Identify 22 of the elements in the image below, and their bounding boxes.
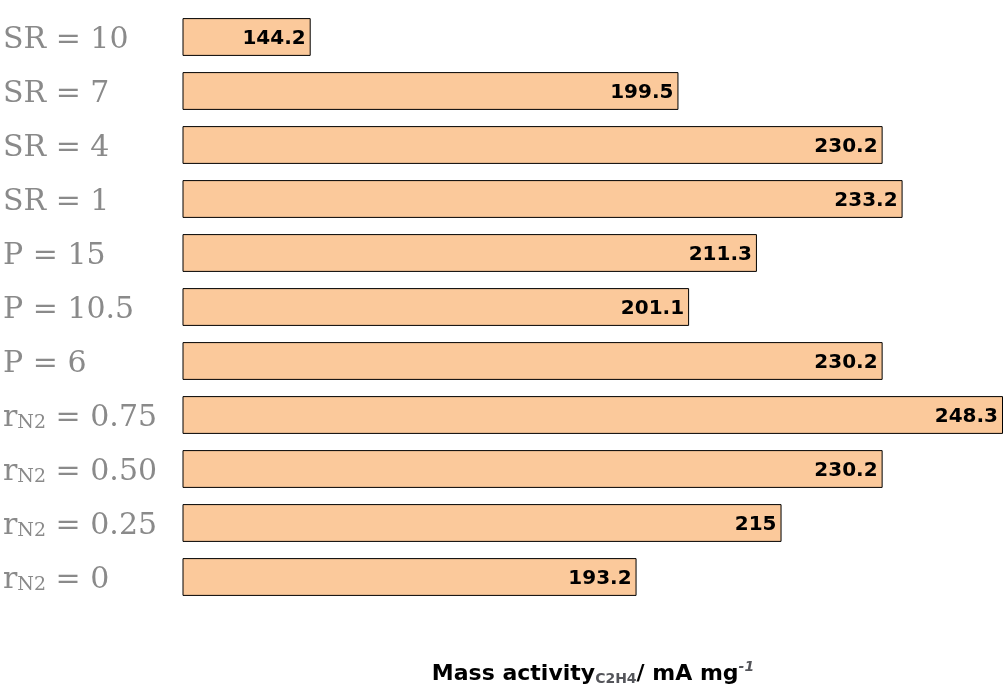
data-label: 193.2 (568, 565, 632, 589)
y-tick-label: rN2 = 0.75 (3, 397, 158, 433)
data-label: 230.2 (814, 349, 878, 373)
data-label: 201.1 (620, 295, 685, 319)
y-tick-label: rN2 = 0.25 (3, 505, 158, 541)
data-label: 144.2 (242, 25, 306, 49)
y-tick-label: P = 10.5 (3, 289, 135, 325)
y-tick-label: P = 15 (3, 235, 106, 271)
y-tick-label: P = 6 (3, 343, 87, 379)
data-label: 199.5 (610, 79, 674, 103)
y-tick-label: rN2 = 0 (3, 559, 110, 595)
y-tick-label: rN2 = 0.50 (3, 451, 158, 487)
y-tick-label: SR = 1 (3, 181, 110, 217)
y-tick-label: SR = 4 (3, 127, 110, 163)
data-label: 211.3 (688, 241, 752, 265)
data-label: 233.2 (834, 187, 898, 211)
y-tick-label: SR = 7 (3, 73, 110, 109)
data-label: 248.3 (934, 403, 998, 427)
data-label: 215 (734, 511, 777, 535)
data-label: 230.2 (814, 457, 878, 481)
y-tick-label: SR = 10 (3, 19, 129, 55)
data-label: 230.2 (814, 133, 878, 157)
